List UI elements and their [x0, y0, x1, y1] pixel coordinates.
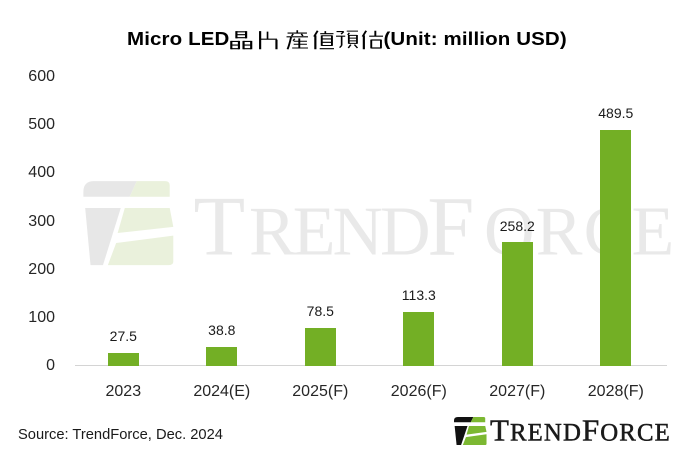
svg-text:F: F — [427, 181, 474, 274]
svg-text:REND: REND — [249, 194, 428, 271]
svg-text:T: T — [194, 181, 246, 274]
svg-text:TRENDFORCE: TRENDFORCE — [490, 413, 671, 448]
